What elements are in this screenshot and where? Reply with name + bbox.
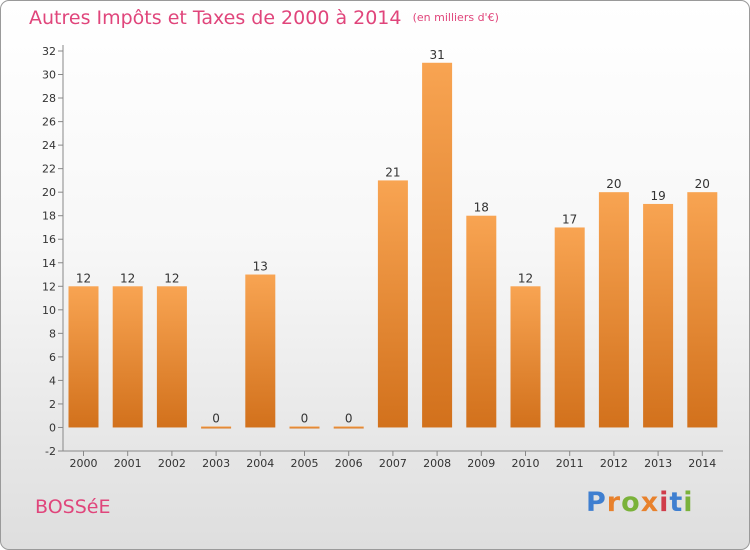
bar bbox=[333, 426, 364, 429]
bar bbox=[68, 286, 99, 428]
y-tick-label: -2 bbox=[45, 445, 56, 458]
logo-letter: t bbox=[669, 487, 684, 518]
logo-letter: P bbox=[586, 487, 607, 518]
bar bbox=[554, 227, 585, 428]
y-tick-label: 24 bbox=[42, 139, 56, 152]
chart-title-unit: (en milliers d'€) bbox=[412, 11, 499, 24]
y-tick-label: 16 bbox=[42, 233, 56, 246]
x-tick-label: 2011 bbox=[556, 457, 584, 470]
bar bbox=[687, 192, 718, 428]
bar-value-label: 0 bbox=[212, 411, 220, 425]
x-tick-label: 2006 bbox=[335, 457, 363, 470]
bar-value-label: 0 bbox=[301, 411, 309, 425]
bar-value-label: 17 bbox=[562, 212, 577, 226]
x-tick-label: 2003 bbox=[202, 457, 230, 470]
logo-letter: i bbox=[659, 487, 670, 518]
x-tick-label: 2013 bbox=[644, 457, 672, 470]
bar-value-label: 12 bbox=[76, 271, 91, 285]
bar bbox=[466, 215, 497, 428]
y-tick-label: 14 bbox=[42, 257, 56, 270]
bar-value-label: 12 bbox=[164, 271, 179, 285]
bar-value-label: 31 bbox=[429, 48, 444, 62]
bar-value-label: 13 bbox=[253, 260, 268, 274]
logo-letter: x bbox=[640, 487, 660, 518]
x-tick-label: 2009 bbox=[467, 457, 495, 470]
bar-value-label: 12 bbox=[120, 271, 135, 285]
bar bbox=[422, 62, 453, 428]
bar-value-label: 21 bbox=[385, 165, 400, 179]
bar bbox=[598, 192, 629, 428]
bar-value-label: 19 bbox=[650, 189, 665, 203]
bar bbox=[289, 426, 320, 429]
bar bbox=[245, 274, 276, 428]
x-tick-label: 2001 bbox=[114, 457, 142, 470]
bar bbox=[112, 286, 143, 428]
x-tick-label: 2004 bbox=[246, 457, 274, 470]
y-tick-label: 2 bbox=[49, 398, 56, 411]
x-tick-label: 2008 bbox=[423, 457, 451, 470]
bar bbox=[377, 180, 408, 428]
bar-value-label: 18 bbox=[474, 201, 489, 215]
chart-title-main: Autres Impôts et Taxes de 2000 à 2014 bbox=[29, 7, 402, 29]
y-tick-label: 0 bbox=[49, 421, 56, 434]
bar-value-label: 20 bbox=[695, 177, 710, 191]
proxiti-logo: Proxiti bbox=[586, 487, 694, 518]
logo-letter: i bbox=[683, 487, 694, 518]
bar-value-label: 12 bbox=[518, 271, 533, 285]
y-tick-label: 22 bbox=[42, 163, 56, 176]
bar-value-label: 20 bbox=[606, 177, 621, 191]
y-tick-label: 6 bbox=[49, 351, 56, 364]
y-tick-label: 20 bbox=[42, 186, 56, 199]
bar bbox=[510, 286, 541, 428]
x-tick-label: 2014 bbox=[688, 457, 716, 470]
commune-name: BOSSéE bbox=[35, 496, 111, 518]
bar bbox=[201, 426, 232, 429]
y-tick-label: 28 bbox=[42, 92, 56, 105]
chart-title: Autres Impôts et Taxes de 2000 à 2014 (e… bbox=[29, 7, 499, 29]
x-tick-label: 2000 bbox=[70, 457, 98, 470]
y-tick-label: 12 bbox=[42, 280, 56, 293]
y-tick-label: 32 bbox=[42, 45, 56, 58]
logo-letter: o bbox=[621, 487, 641, 518]
x-tick-label: 2012 bbox=[600, 457, 628, 470]
x-tick-label: 2002 bbox=[158, 457, 186, 470]
y-tick-label: 4 bbox=[49, 374, 56, 387]
x-tick-label: 2005 bbox=[291, 457, 319, 470]
bar bbox=[643, 203, 674, 428]
y-tick-label: 26 bbox=[42, 116, 56, 129]
logo-letter: r bbox=[606, 487, 622, 518]
x-tick-label: 2010 bbox=[512, 457, 540, 470]
y-tick-label: 30 bbox=[42, 69, 56, 82]
y-tick-label: 18 bbox=[42, 210, 56, 223]
y-tick-label: 8 bbox=[49, 327, 56, 340]
bar-value-label: 0 bbox=[345, 411, 353, 425]
y-tick-label: 10 bbox=[42, 304, 56, 317]
bar bbox=[156, 286, 187, 428]
x-tick-label: 2007 bbox=[379, 457, 407, 470]
